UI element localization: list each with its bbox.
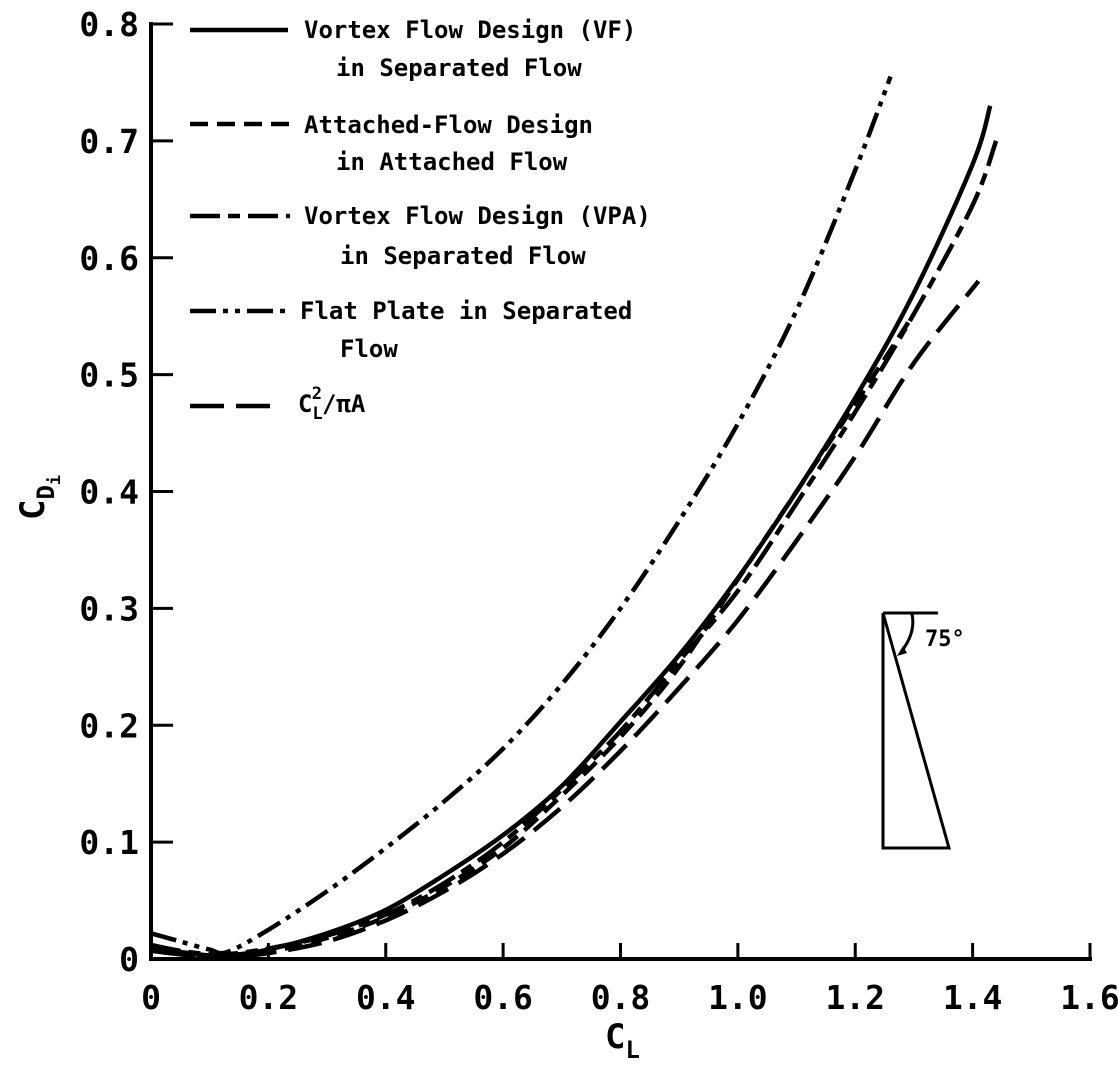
series-line-vpa — [150, 140, 999, 958]
x-axis-label-subscript: L — [625, 1036, 639, 1064]
series-curves — [150, 75, 999, 960]
y-tick-label: 0.5 — [79, 356, 139, 395]
x-axis-label: CL — [605, 1017, 640, 1064]
legend-entry-vf: Vortex Flow Design (VF) in Separated Flo… — [190, 16, 636, 82]
angle-arc — [899, 613, 915, 653]
legend-entry-vpa: Vortex Flow Design (VPA) in Separated Fl… — [190, 202, 651, 270]
legend-label-flat-plate-line2: Flow — [340, 335, 398, 363]
angle-label: 75° — [925, 627, 965, 652]
x-ticks: 0 0.2 0.4 0.6 0.8 1.0 1.2 1.4 1.6 — [141, 943, 1118, 1017]
series-line-vf — [150, 105, 993, 959]
y-axis-label: CDi — [13, 475, 65, 520]
legend-label-vf-line2: in Separated Flow — [336, 54, 582, 82]
y-tick-label: 0.6 — [79, 239, 139, 278]
axes — [149, 22, 1092, 961]
x-tick-label: 0.8 — [591, 978, 651, 1017]
x-tick-label: 0.4 — [356, 978, 416, 1017]
y-ticks: 0 0.1 0.2 0.3 0.4 0.5 0.6 0.7 0.8 — [79, 5, 173, 979]
y-tick-label: 0.4 — [79, 473, 139, 512]
series-line-attached — [150, 312, 916, 960]
legend-label-vpa-line2: in Separated Flow — [340, 242, 586, 270]
x-tick-label: 1.6 — [1060, 978, 1118, 1017]
legend-label-induced-drag: CL2/πA — [298, 384, 366, 424]
legend-entry-induced-drag: CL2/πA — [190, 384, 366, 424]
legend-label-attached-line1: Attached-Flow Design — [304, 111, 593, 139]
y-tick-label: 0.8 — [79, 5, 139, 44]
y-tick-label: 0.2 — [79, 706, 139, 745]
x-tick-label: 1.2 — [825, 978, 885, 1017]
series-line-flat-plate — [150, 75, 893, 956]
x-tick-label: 1.0 — [708, 978, 768, 1017]
legend-entry-flat-plate: Flat Plate in Separated Flow — [190, 297, 632, 363]
x-tick-label: 0 — [141, 978, 161, 1017]
delta-wing-sketch: 75° — [881, 611, 965, 850]
x-tick-label: 0.6 — [473, 978, 533, 1017]
x-tick-label: 1.4 — [943, 978, 1003, 1017]
legend-label-flat-plate-line1: Flat Plate in Separated — [300, 297, 632, 325]
y-axis-label-subscript: D — [32, 485, 60, 499]
legend-label-vpa-line1: Vortex Flow Design (VPA) — [304, 202, 651, 230]
x-tick-label: 0.2 — [239, 978, 299, 1017]
legend-entry-attached: Attached-Flow Design in Attached Flow — [190, 111, 593, 176]
wing-planform-outline — [881, 612, 951, 850]
legend: Vortex Flow Design (VF) in Separated Flo… — [190, 16, 651, 424]
legend-label-attached-line2: in Attached Flow — [336, 148, 568, 176]
y-tick-label: 0.1 — [79, 823, 139, 862]
angle-arrowhead — [897, 646, 907, 656]
y-axis-label-subsubscript: i — [45, 475, 65, 485]
legend-label-vf-line1: Vortex Flow Design (VF) — [304, 16, 636, 44]
y-tick-label: 0 — [119, 940, 139, 979]
y-tick-label: 0.3 — [79, 589, 139, 628]
y-tick-label: 0.7 — [79, 122, 139, 161]
series-line-induced-drag — [150, 279, 981, 960]
